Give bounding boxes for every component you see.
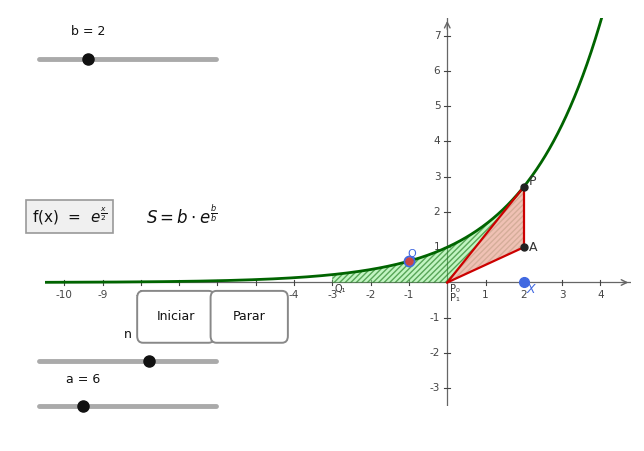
Text: 2: 2	[434, 207, 440, 217]
Text: Parar: Parar	[233, 310, 265, 323]
Text: P₀: P₀	[450, 285, 459, 295]
Text: -6: -6	[213, 290, 223, 300]
Text: -5: -5	[251, 290, 261, 300]
Text: f(x)  =  $e^{\frac{x}{2}}$: f(x) = $e^{\frac{x}{2}}$	[32, 206, 107, 227]
Text: -2: -2	[366, 290, 376, 300]
Text: -2: -2	[430, 348, 440, 358]
Text: n = 100: n = 100	[124, 327, 174, 341]
Text: $S = b \cdot e^{\frac{b}{b}}$: $S = b \cdot e^{\frac{b}{b}}$	[146, 205, 218, 228]
Text: -3: -3	[430, 383, 440, 393]
Text: Q: Q	[407, 249, 416, 259]
Text: -4: -4	[289, 290, 299, 300]
Text: 4: 4	[434, 137, 440, 147]
FancyBboxPatch shape	[211, 291, 288, 343]
Polygon shape	[448, 187, 524, 282]
Text: -3: -3	[327, 290, 337, 300]
Text: 4: 4	[597, 290, 604, 300]
Text: 1: 1	[434, 242, 440, 252]
Text: A: A	[529, 241, 537, 254]
Text: -7: -7	[174, 290, 184, 300]
Text: 5: 5	[434, 101, 440, 111]
Text: a = 6: a = 6	[66, 373, 100, 386]
Text: -9: -9	[97, 290, 108, 300]
Text: 1: 1	[482, 290, 489, 300]
Text: 6: 6	[434, 66, 440, 76]
Text: b = 2: b = 2	[71, 25, 106, 38]
Text: 3: 3	[559, 290, 565, 300]
Text: P₁: P₁	[450, 293, 459, 303]
Text: -8: -8	[136, 290, 146, 300]
Text: -10: -10	[56, 290, 73, 300]
Text: 2: 2	[520, 290, 527, 300]
Text: 3: 3	[434, 172, 440, 182]
Text: -1: -1	[404, 290, 414, 300]
Text: 7: 7	[434, 31, 440, 41]
Text: Iniciar: Iniciar	[156, 310, 195, 323]
Text: X: X	[527, 283, 536, 296]
Text: Q₁: Q₁	[334, 285, 346, 295]
Text: -1: -1	[430, 313, 440, 323]
Text: P: P	[529, 175, 536, 188]
FancyBboxPatch shape	[137, 291, 214, 343]
